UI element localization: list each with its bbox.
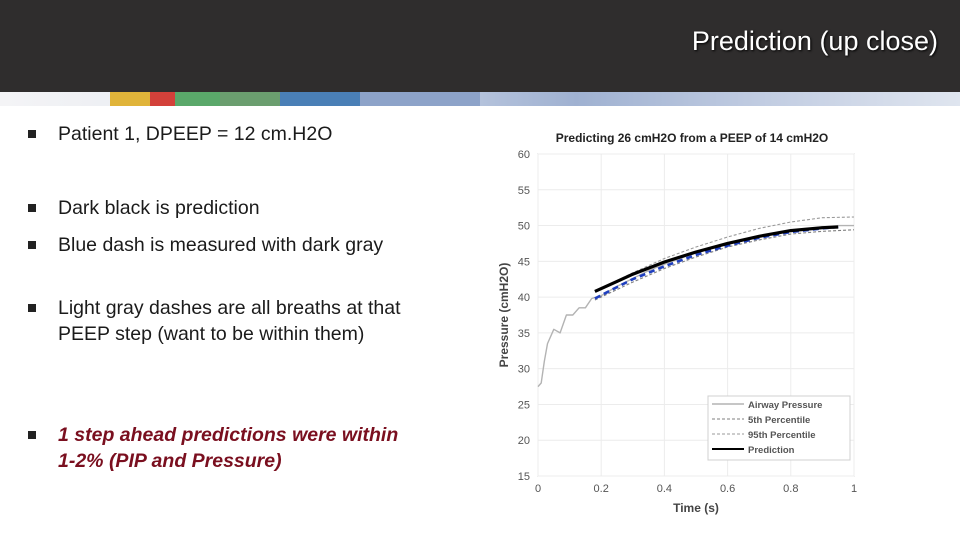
x-tick-label: 0.6 [720,483,735,495]
y-tick-label: 40 [518,292,530,304]
banner-segment-blue [280,92,360,106]
bullet-text: Blue dash is measured with dark gray [58,234,384,256]
legend-label: Prediction [748,445,795,456]
title-bar: Prediction (up close) [0,0,960,92]
bullet-square-icon [28,241,36,249]
legend-label: Airway Pressure [748,400,822,411]
decorative-banner [0,92,960,106]
bullet-text: Patient 1, DPEEP = 12 cm.H2O [58,123,333,145]
bullet-square-icon [28,431,36,439]
x-tick-label: 0 [535,483,541,495]
bullet-text: 1 step ahead predictions were within 1-2… [58,424,399,472]
banner-segment-olive [220,92,280,106]
grid-lines [537,153,855,477]
x-tick-label: 0.8 [783,483,798,495]
y-tick-label: 50 [518,221,530,233]
y-tick-label: 30 [518,364,530,376]
banner-segment-red [150,92,175,106]
y-tick-label: 35 [518,328,530,340]
chart-legend: Airway Pressure 5th Percentile 95th Percen… [707,395,851,461]
chart-title: Predicting 26 cmH2O from a PEEP of 14 cm… [556,131,829,145]
banner-segment-green [175,92,220,106]
bullet-square-icon [28,204,36,212]
x-tick-label: 0.2 [594,483,609,495]
bullet-text: Dark black is prediction [58,197,260,219]
y-axis-label: Pressure (cmH2O) [497,263,511,368]
series-prediction [594,225,839,293]
banner-segment-yellow [110,92,150,106]
legend-label: 95th Percentile [748,430,816,441]
y-tick-label: 60 [518,149,530,161]
legend-label: 5th Percentile [748,415,810,426]
y-tick-label: 25 [518,399,530,411]
slide-title: Prediction (up close) [691,26,938,56]
x-axis-label: Time (s) [673,501,719,515]
y-tick-label: 20 [518,435,530,447]
tick-labels: 15 20 25 30 35 40 45 50 55 60 0 0.2 0.4 0.6 0.8 1 [518,149,857,495]
bullet-text: Light gray dashes are all breaths at tha… [58,297,401,345]
bullet-square-icon [28,130,36,138]
y-tick-label: 15 [518,471,530,483]
bullet-square-icon [28,304,36,312]
banner-segment-lightblue [360,92,480,106]
x-tick-label: 0.4 [657,483,672,495]
y-tick-label: 55 [518,185,530,197]
y-tick-label: 45 [518,256,530,268]
x-tick-label: 1 [851,483,857,495]
series-layer [537,216,855,388]
pressure-chart: Predicting 26 cmH2O from a PEEP of 14 cm… [497,131,857,515]
